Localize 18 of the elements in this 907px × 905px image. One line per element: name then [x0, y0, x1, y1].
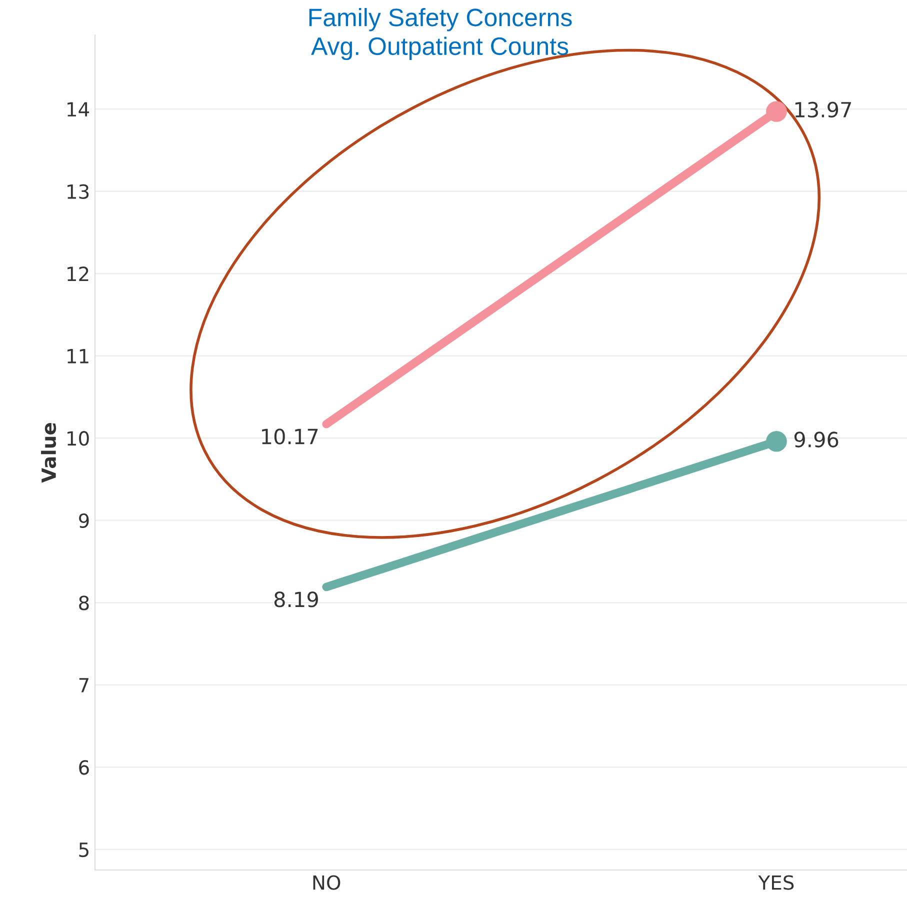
data-label: 9.96: [794, 432, 838, 448]
y-tick-label: 8: [79, 596, 89, 610]
x-tick-label: YES: [758, 875, 794, 890]
y-tick-label: 11: [68, 349, 88, 364]
y-tick-label: 7: [79, 678, 88, 692]
data-label: 8.19: [274, 592, 318, 608]
y-tick-label: 10: [68, 431, 89, 446]
y-axis-title: Value: [41, 423, 56, 483]
chart-title: Family Safety Concerns Avg. Outpatient Counts: [309, 8, 572, 60]
y-tick-label: 13: [68, 184, 89, 199]
y-tick-label: 9: [78, 513, 89, 528]
data-label: 13.97: [795, 102, 851, 118]
y-tick-label: 5: [79, 842, 88, 858]
y-tick-label: 14: [68, 102, 90, 116]
x-tick-label: NO: [313, 875, 340, 890]
data-label: 10.17: [262, 428, 318, 444]
y-tick-label: 12: [68, 266, 88, 281]
y-tick-label: 6: [79, 760, 89, 775]
